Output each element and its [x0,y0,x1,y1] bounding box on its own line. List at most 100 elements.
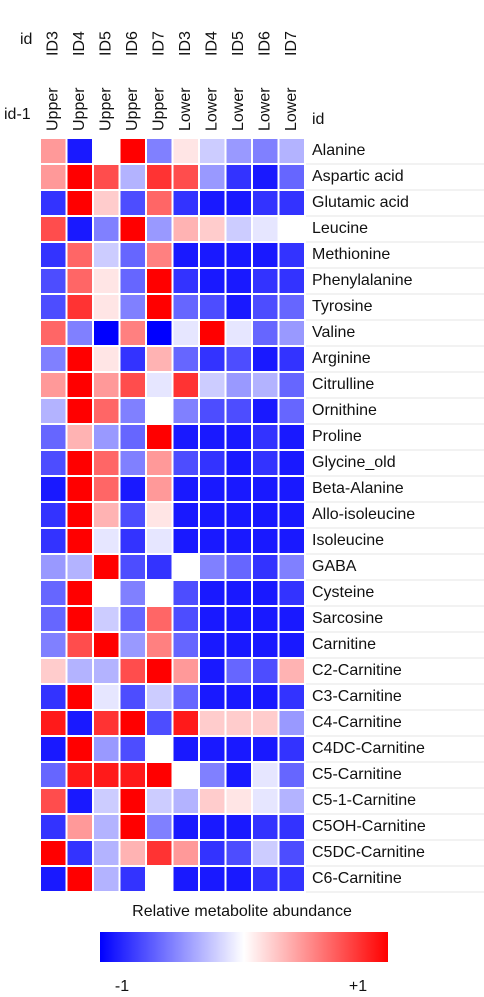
heatmap-cell [277,683,306,711]
heatmap-cell [65,657,94,685]
heatmap-cell [224,163,253,191]
heatmap-cell [118,735,147,763]
heatmap-cell [251,319,280,347]
heatmap-cell [39,579,68,607]
heatmap-cell [118,839,147,867]
row-label: Sarcosine [312,610,383,627]
heatmap-cell [118,267,147,295]
column-id-label: ID4 [203,31,220,56]
heatmap-cell [39,709,68,737]
heatmap-cell [251,579,280,607]
heatmap-cell [92,163,121,191]
heatmap-cell [224,397,253,425]
heatmap-cell [65,397,94,425]
heatmap-cell [92,579,121,607]
heatmap-cell [251,527,280,555]
heatmap-cell [65,631,94,659]
heatmap-cell [92,241,121,269]
heatmap-cell [277,345,306,373]
heatmap-cell [277,761,306,789]
heatmap-cell [145,371,174,399]
heatmap-cell [224,371,253,399]
heatmap-cell [65,735,94,763]
heatmap-cell [224,449,253,477]
heatmap-cell [171,579,200,607]
heatmap-cell [171,241,200,269]
heatmap-cell [224,865,253,893]
heatmap-cell [39,163,68,191]
heatmap-cell [224,475,253,503]
heatmap-cell [145,683,174,711]
heatmap-cell [145,475,174,503]
heatmap-cell [65,553,94,581]
heatmap-cell [145,449,174,477]
heatmap-cell [277,579,306,607]
heatmap-cell [171,657,200,685]
heatmap-cell [92,813,121,841]
row-label: Citrulline [312,376,374,393]
row-label: Aspartic acid [312,168,404,185]
heatmap-cell [39,683,68,711]
heatmap-cell [65,241,94,269]
heatmap-cell [198,163,227,191]
row-label: C2-Carnitine [312,662,402,679]
heatmap-cell [277,605,306,633]
column-group-label: Upper [44,87,61,131]
heatmap-cell [145,839,174,867]
heatmap-cell [198,293,227,321]
heatmap-cell [277,631,306,659]
column-group-label: Upper [97,87,114,131]
heatmap-cell [224,215,253,243]
column-id-label: ID7 [150,31,167,56]
heatmap-cell [39,267,68,295]
heatmap-cell [171,215,200,243]
heatmap-cell [251,657,280,685]
row-label: Valine [312,324,355,341]
heatmap-cell [251,709,280,737]
heatmap-cell [118,345,147,373]
heatmap-cell [145,813,174,841]
row-label: Alanine [312,142,365,159]
heatmap-cell [39,371,68,399]
heatmap-cell [198,787,227,815]
heatmap-cell [145,345,174,373]
heatmap-cell [251,137,280,165]
column-id-label: ID3 [44,31,61,56]
heatmap-cell [198,137,227,165]
heatmap-cell [65,137,94,165]
column-group-label: Lower [256,87,273,131]
heatmap-cell [251,865,280,893]
heatmap-cell [145,735,174,763]
heatmap-cell [224,553,253,581]
heatmap-cell [171,371,200,399]
row-label: C5OH-Carnitine [312,818,426,835]
column-group-label: Lower [177,87,194,131]
heatmap-cell [118,241,147,269]
row-label: Arginine [312,350,371,367]
heatmap-cell [145,553,174,581]
heatmap-cell [92,137,121,165]
heatmap-cell [224,501,253,529]
heatmap-cell [171,267,200,295]
heatmap-cell [277,475,306,503]
heatmap-cell [118,657,147,685]
heatmap-cell [145,605,174,633]
colorbar-tick-label: -1 [115,978,129,995]
heatmap-cell [65,605,94,633]
heatmap-cell [39,423,68,451]
heatmap-cell [171,631,200,659]
heatmap-cell [145,293,174,321]
heatmap-cell [277,787,306,815]
heatmap-cell [92,683,121,711]
heatmap-cell [65,293,94,321]
heatmap-cell [39,501,68,529]
row-label: GABA [312,558,357,575]
heatmap-cell [224,189,253,217]
heatmap-cell [198,345,227,373]
heatmap-cell [171,813,200,841]
heatmap-cell [118,553,147,581]
column-id-label: ID5 [230,31,247,56]
heatmap-cell [251,761,280,789]
heatmap-cell [224,657,253,685]
heatmap-cell [251,475,280,503]
